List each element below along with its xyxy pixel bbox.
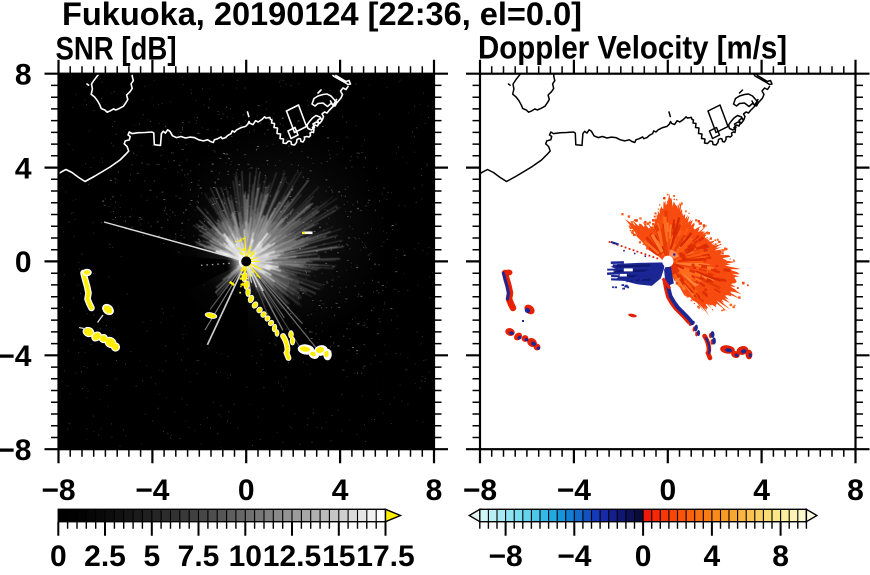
svg-text:−8: −8 [463, 474, 497, 507]
svg-text:−8: −8 [488, 540, 522, 570]
svg-text:8: 8 [847, 474, 864, 507]
svg-text:SNR [dB]: SNR [dB] [56, 31, 177, 67]
svg-text:−4: −4 [0, 340, 32, 373]
svg-text:8: 8 [15, 59, 32, 92]
svg-text:0: 0 [15, 246, 32, 279]
svg-text:8: 8 [426, 474, 443, 507]
svg-text:0: 0 [50, 540, 67, 570]
svg-text:10: 10 [229, 540, 262, 570]
svg-text:8: 8 [772, 540, 789, 570]
svg-text:4: 4 [332, 474, 349, 507]
svg-text:15: 15 [322, 540, 355, 570]
svg-text:−4: −4 [557, 540, 592, 570]
svg-text:4: 4 [753, 474, 770, 507]
svg-text:17.5: 17.5 [356, 540, 414, 570]
svg-text:−4: −4 [557, 474, 592, 507]
svg-text:Doppler Velocity [m/s]: Doppler Velocity [m/s] [478, 30, 787, 66]
svg-text:4: 4 [15, 152, 32, 185]
svg-text:0: 0 [659, 474, 676, 507]
svg-text:Fukuoka, 20190124 [22:36, el=0: Fukuoka, 20190124 [22:36, el=0.0] [62, 0, 582, 32]
svg-text:2.5: 2.5 [84, 540, 126, 570]
svg-text:5: 5 [143, 540, 160, 570]
svg-text:0: 0 [635, 540, 652, 570]
svg-text:−8: −8 [0, 434, 32, 467]
svg-text:4: 4 [704, 540, 721, 570]
svg-text:−8: −8 [41, 474, 75, 507]
svg-text:12.5: 12.5 [263, 540, 321, 570]
svg-text:7.5: 7.5 [178, 540, 220, 570]
svg-text:−4: −4 [135, 474, 170, 507]
svg-text:0: 0 [238, 474, 255, 507]
